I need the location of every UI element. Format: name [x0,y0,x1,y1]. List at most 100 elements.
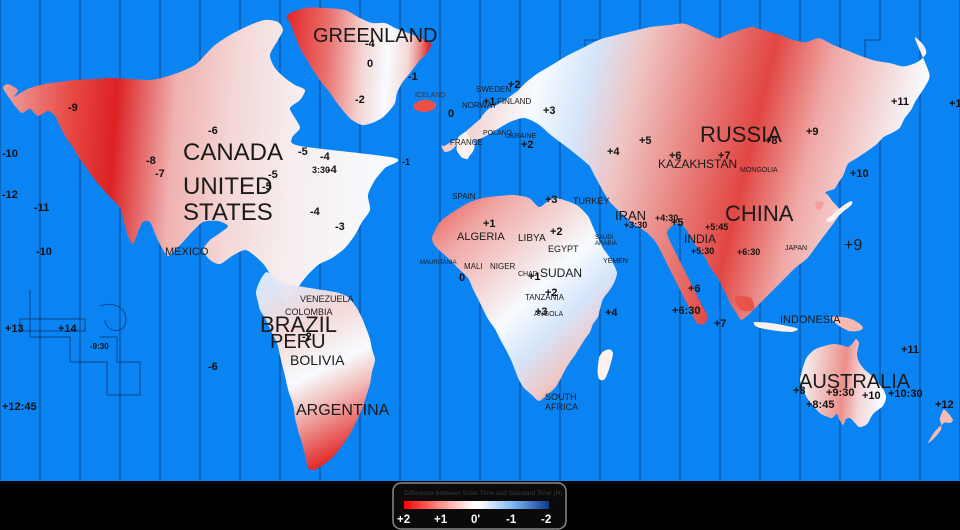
svg-text:-4: -4 [310,206,321,218]
svg-text:+10: +10 [862,390,881,402]
svg-text:SOUTH: SOUTH [545,392,577,402]
svg-text:+3: +3 [543,105,556,117]
svg-text:+6:30: +6:30 [672,305,700,317]
svg-text:0': 0' [471,514,480,526]
svg-text:-1: -1 [506,514,517,526]
svg-text:+8: +8 [793,385,806,397]
svg-text:COLOMBIA: COLOMBIA [285,307,333,317]
svg-text:+5:45: +5:45 [705,222,728,232]
svg-text:-11: -11 [34,202,49,214]
svg-text:ALGERIA: ALGERIA [457,231,505,243]
svg-text:-9: -9 [68,102,78,114]
svg-text:SUDAN: SUDAN [540,266,582,280]
svg-text:TURKEY: TURKEY [573,196,610,206]
svg-text:+3: +3 [535,306,548,318]
svg-text:-1: -1 [408,71,418,83]
svg-text:+9: +9 [844,237,862,254]
svg-text:-8: -8 [146,155,156,167]
svg-text:ARGENTINA: ARGENTINA [296,402,390,419]
svg-text:-5: -5 [268,169,278,181]
svg-text:UNITED: UNITED [183,173,272,200]
svg-text:+13: +13 [5,323,24,335]
svg-text:FRANCE: FRANCE [450,138,483,147]
svg-text:SWEDEN: SWEDEN [476,85,511,94]
svg-text:YEMEN: YEMEN [603,258,628,265]
svg-text:MEXICO: MEXICO [165,246,209,258]
svg-text:CHINA: CHINA [725,201,794,226]
svg-text:INDONESIA: INDONESIA [780,314,841,326]
svg-text:0: 0 [367,58,373,70]
svg-text:-7: -7 [155,168,165,180]
svg-text:MALI: MALI [464,262,483,271]
svg-text:+1: +1 [528,271,541,283]
svg-text:+1: +1 [434,514,448,526]
svg-text:-3: -3 [335,221,345,233]
svg-text:LIBYA: LIBYA [518,233,546,244]
svg-text:+12:45: +12:45 [2,401,37,413]
svg-text:VENEZUELA: VENEZUELA [300,294,354,304]
svg-text:-6: -6 [208,125,218,137]
svg-text:FINLAND: FINLAND [497,97,531,106]
svg-text:+4: +4 [605,307,618,319]
svg-text:+9: +9 [806,126,819,138]
svg-text:EGYPT: EGYPT [548,244,579,254]
svg-text:+2: +2 [545,287,558,299]
svg-text:PERU: PERU [270,331,326,353]
svg-text:+4: +4 [607,146,620,158]
svg-text:-2: -2 [355,94,365,106]
svg-text:+1: +1 [483,96,496,108]
svg-text:-5: -5 [298,146,308,158]
svg-text:+2: +2 [397,514,410,526]
svg-text:+1: +1 [483,218,496,230]
svg-text:NIGER: NIGER [490,262,516,271]
svg-text:-4: -4 [365,38,376,50]
svg-text:+5: +5 [671,217,684,229]
svg-text:+7: +7 [718,150,731,162]
svg-text:+2: +2 [550,226,563,238]
svg-text:+12: +12 [949,98,960,110]
svg-text:+2: +2 [521,139,534,151]
svg-text:+3: +3 [545,194,558,206]
svg-text:-2: -2 [302,331,312,343]
svg-text:ARABIA: ARABIA [595,241,617,247]
svg-text:-9:30: -9:30 [90,342,109,351]
svg-text:+3:30: +3:30 [624,220,647,230]
svg-text:-2: -2 [541,514,551,526]
svg-text:0: 0 [448,108,454,120]
svg-text:+8:45: +8:45 [806,399,834,411]
svg-text:BOLIVIA: BOLIVIA [290,352,345,368]
svg-text:-4: -4 [320,151,331,163]
svg-text:-5: -5 [262,181,272,193]
svg-text:+7: +7 [714,318,727,330]
svg-text:+5: +5 [639,135,652,147]
svg-text:+10:30: +10:30 [888,388,923,400]
svg-text:+10: +10 [850,168,869,180]
svg-text:GREENLAND: GREENLAND [313,25,437,47]
svg-text:-12: -12 [2,189,18,201]
svg-text:+6: +6 [688,283,701,295]
svg-text:ICELAND: ICELAND [415,92,445,99]
svg-text:JAPAN: JAPAN [785,245,807,252]
svg-text:-10: -10 [2,148,18,160]
svg-text:-1: -1 [402,157,410,167]
svg-text:+12: +12 [935,399,954,411]
svg-text:AFRICA: AFRICA [545,402,578,412]
svg-text:+11: +11 [891,96,909,108]
svg-text:CANADA: CANADA [183,139,283,166]
svg-text:STATES: STATES [183,199,273,226]
svg-text:+2: +2 [508,79,521,91]
svg-text:-10: -10 [36,246,52,258]
svg-text:MAURITANIA: MAURITANIA [420,260,457,266]
svg-text:SPAIN: SPAIN [452,192,476,201]
svg-text:+9:30: +9:30 [826,387,854,399]
svg-text:MONGOLIA: MONGOLIA [740,167,778,174]
svg-text:+5:30: +5:30 [691,246,714,256]
svg-text:+8: +8 [765,135,778,147]
svg-text:-4: -4 [327,164,338,176]
svg-text:+11: +11 [901,344,919,356]
svg-text:+6:30: +6:30 [737,247,760,257]
svg-text:INDIA: INDIA [684,232,716,246]
svg-text:+6: +6 [669,150,682,162]
svg-text:+14: +14 [58,323,78,335]
svg-text:-6: -6 [208,361,218,373]
